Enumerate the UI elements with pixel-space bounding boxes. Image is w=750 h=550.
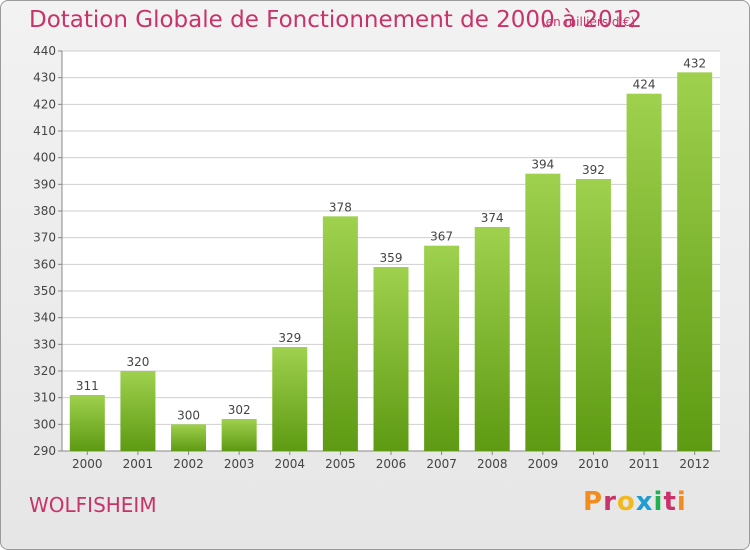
bar-2006 [373, 267, 409, 451]
x-tick-label-2003: 2003 [224, 457, 255, 471]
bar-2005 [322, 216, 358, 451]
y-tick-label: 380 [33, 204, 56, 218]
logo-letter: o [616, 487, 636, 517]
bar-2009 [525, 173, 561, 451]
bar-2011 [626, 93, 662, 452]
y-tick-label: 330 [33, 337, 56, 351]
chart-unit-label: (en milliers d'€) [541, 15, 636, 29]
value-label-2004: 329 [278, 331, 301, 345]
bar-2010 [575, 179, 611, 451]
y-tick-label: 370 [33, 231, 56, 245]
y-tick-label: 350 [33, 284, 56, 298]
value-label-2011: 424 [633, 78, 656, 92]
logo-letter: P [583, 487, 604, 517]
bar-2003 [221, 419, 257, 451]
x-tick-label-2005: 2005 [325, 457, 356, 471]
bar-2007 [424, 245, 460, 451]
value-label-2000: 311 [76, 379, 99, 393]
logo-letter: i [653, 487, 664, 517]
x-tick-label-2009: 2009 [528, 457, 559, 471]
x-tick-label-2001: 2001 [123, 457, 154, 471]
y-tick-label: 410 [33, 124, 56, 138]
x-tick-label-2008: 2008 [477, 457, 508, 471]
proxiti-logo[interactable]: Proxiti [583, 487, 687, 517]
y-tick-label: 390 [33, 177, 56, 191]
y-tick-label: 320 [33, 364, 56, 378]
x-tick-label-2002: 2002 [173, 457, 204, 471]
y-tick-label: 290 [33, 444, 56, 458]
value-label-2005: 378 [329, 200, 352, 214]
value-label-2007: 367 [430, 230, 453, 244]
y-tick-label: 400 [33, 151, 56, 165]
x-tick-label-2010: 2010 [578, 457, 609, 471]
bar-2000 [69, 395, 105, 451]
commune-name: WOLFISHEIM [29, 493, 157, 517]
x-tick-label-2000: 2000 [72, 457, 103, 471]
x-tick-label-2011: 2011 [629, 457, 660, 471]
y-tick-label: 300 [33, 417, 56, 431]
y-tick-label: 430 [33, 71, 56, 85]
value-label-2001: 320 [126, 355, 149, 369]
logo-letter: i [676, 487, 687, 517]
value-label-2002: 300 [177, 408, 200, 422]
logo-letter: x [635, 487, 654, 517]
logo-letter: r [603, 487, 617, 517]
x-tick-label-2007: 2007 [426, 457, 457, 471]
x-tick-label-2004: 2004 [274, 457, 305, 471]
y-tick-label: 340 [33, 311, 56, 325]
y-tick-label: 420 [33, 97, 56, 111]
bar-2001 [120, 371, 156, 451]
value-label-2008: 374 [481, 211, 504, 225]
bar-2012 [677, 72, 713, 451]
bar-2002 [171, 424, 207, 451]
value-label-2003: 302 [228, 403, 251, 417]
logo-letter: t [663, 487, 677, 517]
value-label-2006: 359 [380, 251, 403, 265]
value-label-2010: 392 [582, 163, 605, 177]
bar-2004 [272, 347, 308, 451]
bars [69, 72, 713, 452]
labels: 290 300 310 320 330 340 350 360 370 380 390 400 410 4… [33, 44, 710, 471]
value-label-2012: 432 [683, 56, 706, 70]
y-tick-label: 440 [33, 44, 56, 58]
y-tick-label: 360 [33, 257, 56, 271]
bar-2008 [474, 227, 510, 451]
chart-title: Dotation Globale de Fonctionnement de 20… [29, 7, 642, 33]
x-tick-label-2006: 2006 [376, 457, 407, 471]
value-label-2009: 394 [531, 158, 554, 172]
x-tick-label-2012: 2012 [679, 457, 710, 471]
y-tick-label: 310 [33, 391, 56, 405]
